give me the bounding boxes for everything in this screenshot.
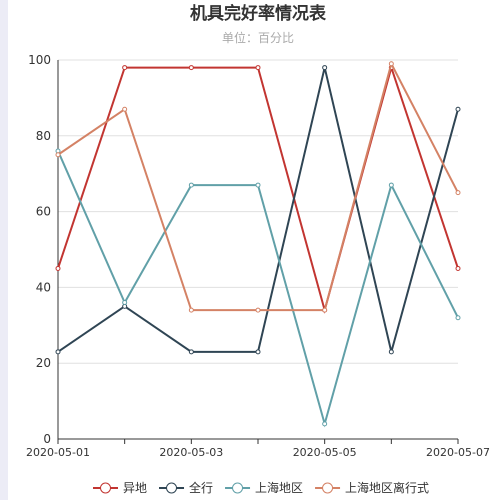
legend-swatch-marker [232,482,244,494]
data-point[interactable] [188,349,194,355]
legend-label: 上海地区 [255,480,303,495]
left-edge-strip [0,0,8,500]
data-point[interactable] [55,349,61,355]
legend-item[interactable]: 上海地区离行式 [315,480,429,495]
data-point[interactable] [122,106,128,112]
legend-item[interactable]: 上海地区 [225,480,303,495]
data-point[interactable] [188,65,194,71]
series-group [55,148,461,428]
x-tick-label: 2020-05-01 [26,446,90,459]
y-tick-label: 100 [28,53,51,67]
data-point[interactable] [388,182,394,188]
legend-swatch-marker [100,482,111,494]
data-point[interactable] [188,182,194,188]
y-tick-label: 0 [43,432,51,446]
data-point[interactable] [455,106,461,112]
legend-item[interactable]: 全行 [159,480,213,495]
data-point[interactable] [122,300,128,306]
legend[interactable]: 异地 全行 上海地区 上海地区离行式 [93,480,429,495]
legend-item[interactable]: 异地 [93,481,147,495]
data-point[interactable] [255,182,261,188]
data-point[interactable] [188,307,194,313]
series-line [57,64,459,314]
data-point[interactable] [388,349,394,355]
data-point[interactable] [255,65,261,71]
chart-title: 机具完好率情况表 [190,3,327,24]
data-point[interactable] [455,315,461,321]
data-point[interactable] [255,349,261,355]
data-point[interactable] [455,190,461,196]
legend-swatch-marker [166,482,178,494]
y-tick-label: 20 [36,356,51,370]
legend-label: 全行 [189,480,213,495]
legend-swatch-marker [322,482,334,494]
data-point[interactable] [455,265,461,271]
data-point[interactable] [255,307,261,313]
y-tick-label: 80 [36,129,51,143]
data-point[interactable] [55,152,61,158]
grid-lines [58,59,458,364]
series-group [55,65,461,355]
y-tick-label: 40 [36,280,51,294]
series-group [55,64,461,314]
data-point[interactable] [55,265,61,271]
legend-label: 异地 [123,481,147,495]
data-point[interactable] [388,61,394,67]
series-group [55,61,461,313]
x-tick-label: 2020-05-07 [426,446,490,459]
x-tick-label: 2020-05-03 [159,446,223,459]
series-lines [55,61,461,428]
data-point[interactable] [122,65,128,71]
legend-label: 上海地区离行式 [345,480,429,495]
chart-subtitle: 单位：百分比 [222,30,294,45]
axes: 0 20 40 60 80 100 2020-05-01 2020-05-03 2020-05-… [26,53,490,459]
data-point[interactable] [322,65,328,71]
data-point[interactable] [322,421,328,427]
data-point[interactable] [322,307,328,313]
x-tick-label: 2020-05-05 [293,446,357,459]
y-tick-label: 60 [36,205,51,219]
